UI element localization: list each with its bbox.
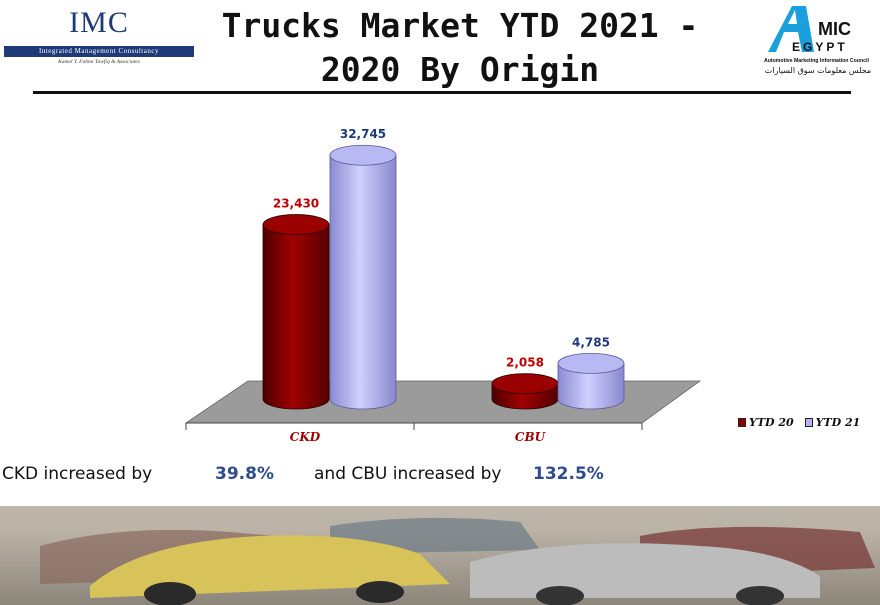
ckd-growth-value: 39.8% <box>215 464 274 484</box>
wheel-shape-4 <box>736 586 784 605</box>
title-line-1: Trucks Market YTD 2021 - <box>221 6 699 45</box>
wheel-shape-2 <box>356 581 404 603</box>
bar-cbu-ytd21 <box>557 362 625 410</box>
category-label-ckd: CKD <box>290 430 321 444</box>
ckd-caption-text: CKD increased by <box>2 464 153 484</box>
imc-logo-subtitle: Integrated Management Consultancy <box>4 46 194 57</box>
bar-top-ckd-ytd21 <box>329 144 397 166</box>
category-label-cbu: CBU <box>515 430 547 444</box>
bar-top-cbu-ytd20 <box>491 373 559 395</box>
car-shape-silver <box>470 543 820 598</box>
imc-logo: IMC Integrated Management Consultancy Ka… <box>4 4 194 66</box>
vintage-cars-photo <box>0 506 880 605</box>
legend-item-ytd20: YTD 20 <box>738 416 794 429</box>
bar-ckd-ytd20 <box>262 224 330 410</box>
page-title: Trucks Market YTD 2021 - 2020 By Origin <box>200 4 720 92</box>
legend-swatch-ytd21 <box>804 418 813 427</box>
legend-item-ytd21: YTD 21 <box>804 416 861 429</box>
legend-swatch-ytd20 <box>738 418 746 427</box>
amic-logo-mic: MIC <box>818 19 851 39</box>
cbu-growth-value: 132.5% <box>533 464 604 484</box>
legend-label-ytd20: YTD 20 <box>749 416 794 429</box>
data-label-cbu-ytd20: 2,058 <box>506 356 544 370</box>
data-label-ckd-ytd20: 23,430 <box>273 197 319 211</box>
amic-a-counter <box>788 10 797 24</box>
bar-chart: 23,430 32,745 CKD 2,058 4,785 CBU <box>184 127 702 444</box>
data-label-cbu-ytd21: 4,785 <box>572 335 610 349</box>
bar-top-ckd-ytd20 <box>262 214 330 235</box>
growth-caption: CKD increased by 39.8% and CBU increased… <box>2 464 872 488</box>
chart-legend: YTD 20 YTD 21 <box>738 416 867 430</box>
car-shape-yellow <box>90 535 450 598</box>
amic-logo-egypt: EGYPT <box>792 40 848 54</box>
data-label-ckd-ytd21: 32,745 <box>340 127 386 141</box>
imc-logo-tagline: Kamel Y. Fahmi Tawfiq & Associates <box>58 59 140 65</box>
title-underline <box>33 91 851 94</box>
cbu-caption-text: and CBU increased by <box>314 464 502 484</box>
wheel-shape-1 <box>144 582 196 605</box>
title-line-2: 2020 By Origin <box>320 50 600 89</box>
amic-logo-arabic: مجلس معلومات سوق السيارات <box>765 66 871 75</box>
amic-logo-english: Automotive Marketing Information Council <box>764 58 869 64</box>
legend-label-ytd21: YTD 21 <box>815 416 861 429</box>
imc-logo-name: IMC <box>69 6 129 39</box>
wheel-shape-3 <box>536 586 584 605</box>
bar-ckd-ytd21 <box>329 154 397 410</box>
bar-top-cbu-ytd21 <box>557 352 625 374</box>
amic-a-shape <box>768 6 814 52</box>
amic-egypt-logo: MIC EGYPT Automotive Marketing Informati… <box>764 6 871 75</box>
